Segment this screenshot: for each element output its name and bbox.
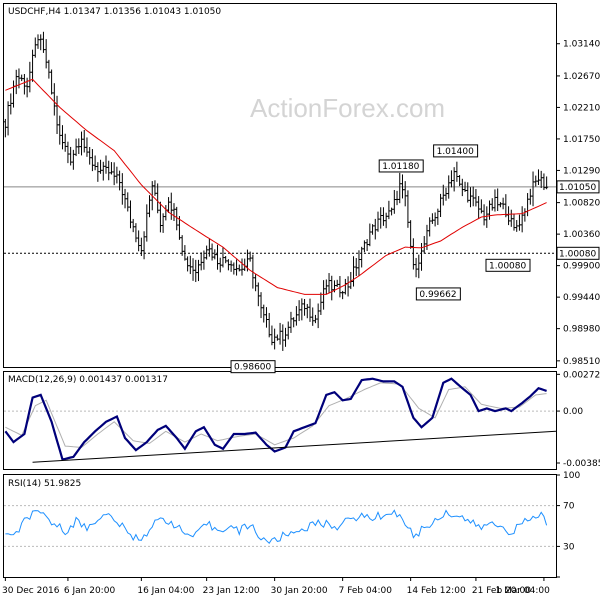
annotation-box [433,144,479,158]
macd-axis: 0.002727 0.00 -0.003854 [556,370,600,469]
price-tick-label: 1.00820 [563,199,600,209]
support-level-label: 1.00080 [559,249,596,259]
time-tick-label: 23 Jan 12:00 [203,586,260,596]
macd-tick-label: -0.003854 [563,459,600,469]
time-tick-label: 21 Feb 20:00 [472,586,531,596]
price-axis: 1.03140 1.02670 1.02210 1.01750 1.01290 1.008… [556,40,600,367]
price-bars [3,31,549,351]
macd-signal-line [5,382,547,448]
price-tick-label: 0.98980 [563,325,600,335]
support-tag: 1.00080 [556,246,600,260]
annotation-box [415,287,461,301]
price-title: USDCHF,H4 1.01347 1.01356 1.01043 1.0105… [8,7,221,17]
price-tick-label: 0.98510 [563,357,600,367]
price-tick-label: 1.00360 [563,230,600,240]
annotation-label: 1.01400 [437,147,474,157]
macd-panel [3,371,557,470]
price-tick-label: 1.01750 [563,135,600,145]
time-axis: 30 Dec 2016 6 Jan 20:00 16 Jan 04:00 23 Jan… [2,577,550,596]
rsi-levels [4,505,556,547]
rsi-panel [3,474,557,578]
price-panel [3,3,557,368]
time-tick-label: 30 Dec 2016 [2,586,60,596]
rsi-tick-label: 100 [563,471,580,481]
rsi-tick-label: 70 [563,502,575,512]
time-tick-label: 1 Mar 04:00 [496,586,551,596]
macd-tick-label: 0.002727 [563,370,600,380]
price-annotations: 0.98600 1.01180 0.99662 1.01400 1.00080 [230,144,531,374]
annotation-label: 1.01180 [382,162,419,172]
time-tick-label: 30 Jan 20:00 [271,586,328,596]
macd-tick-label: 0.00 [563,407,583,417]
rsi-line [5,509,548,544]
watermark: ActionForex.com [250,93,445,123]
time-tick-label: 14 Feb 12:00 [407,586,466,596]
time-tick-label: 7 Feb 04:00 [339,586,393,596]
annotation-box [230,360,276,374]
price-tick-label: 1.01290 [563,166,600,176]
annotation-box [378,159,424,173]
annotation-label: 0.98600 [234,363,271,373]
last-price-tag: 1.01050 [556,180,600,194]
time-tick-label: 16 Jan 04:00 [137,586,194,596]
price-tick-label: 0.99900 [563,262,600,272]
rsi-tick-label: 30 [563,542,575,552]
price-tick-label: 0.99440 [563,293,600,303]
macd-main-line [4,377,547,461]
last-price-label: 1.01050 [559,183,596,193]
price-tick-label: 1.03140 [563,40,600,50]
annotation-box [485,258,531,272]
rsi-axis: 100 70 30 [556,471,580,578]
macd-trendline [32,430,557,463]
macd-title: MACD(12,26,9) 0.001437 0.001317 [8,375,168,385]
rsi-title: RSI(14) 51.9825 [8,479,81,489]
annotation-label: 0.99662 [419,290,456,300]
price-tick-label: 1.02670 [563,72,600,82]
price-tick-label: 1.02210 [563,103,600,113]
time-tick-label: 6 Jan 20:00 [64,586,116,596]
moving-average-line [5,78,547,295]
annotation-label: 1.00080 [489,261,526,271]
